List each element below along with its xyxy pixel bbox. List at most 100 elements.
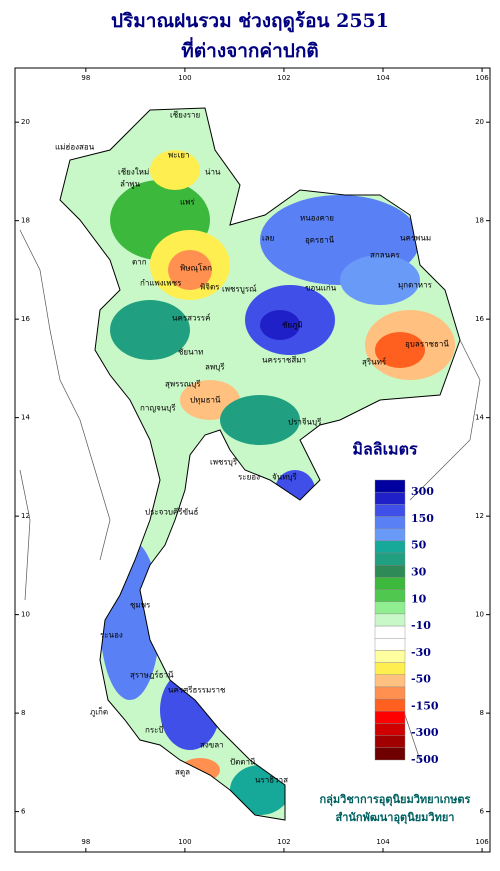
province-label: กระบี่ <box>145 724 164 735</box>
legend-swatch <box>374 589 406 602</box>
neighbour-border <box>19 229 111 601</box>
province-label: ตาก <box>132 258 147 267</box>
legend-swatch <box>374 625 406 639</box>
province-label: เชียงใหม่ <box>118 168 149 177</box>
province-label: มุกดาหาร <box>398 281 433 290</box>
legend-swatch <box>374 686 406 700</box>
province-label: ปราจีนบุรี <box>288 418 322 427</box>
legend-label: -300 <box>411 726 439 739</box>
lon-tick-label: 100 <box>178 838 191 846</box>
lon-tick-label: 102 <box>277 74 290 82</box>
legend: 300 150 50 30 10 -10 -30 -50 -150 -300 -500 <box>374 479 439 766</box>
province-label: ปทุมธานี <box>190 396 221 405</box>
lat-tick-label: 10 <box>475 611 484 619</box>
legend-swatch <box>374 674 406 688</box>
province-label: นครศรีธรรมราช <box>168 686 226 695</box>
province-label: ชัยนาท <box>178 348 203 357</box>
legend-swatch <box>374 479 406 493</box>
legend-swatch <box>374 552 406 566</box>
province-label: แพร่ <box>180 198 195 207</box>
province-label: ลพบุรี <box>205 363 225 372</box>
province-label: สุพรรณบุรี <box>165 380 201 389</box>
title-line: ที่ต่างจากค่าปกติ <box>181 37 318 62</box>
legend-label: 30 <box>411 566 427 579</box>
legend-title: มิลลิเมตร <box>352 440 418 459</box>
lat-tick-label: 14 <box>475 414 484 422</box>
lon-tick-label: 106 <box>475 838 489 846</box>
lon-tick-label: 104 <box>376 838 390 846</box>
province-label: นครราชสีมา <box>262 356 306 365</box>
legend-label: -50 <box>411 673 431 686</box>
lon-tick-label: 98 <box>81 838 90 846</box>
legend-swatch <box>374 491 406 505</box>
province-label: ชุมพร <box>130 601 151 610</box>
legend-swatch <box>374 504 406 517</box>
legend-swatch <box>374 638 406 651</box>
lon-tick-label: 104 <box>376 74 390 82</box>
legend-swatch <box>374 735 406 749</box>
legend-swatch <box>374 601 406 615</box>
province-label: เพชรบุรี <box>210 458 238 467</box>
province-label: สุรินทร์ <box>362 357 387 367</box>
lat-tick-label: 6 <box>480 808 485 816</box>
legend-swatch <box>374 650 406 663</box>
legend-label: -500 <box>411 753 439 766</box>
province-label: พิจิตร <box>200 283 220 292</box>
lat-tick-label: 8 <box>480 709 484 717</box>
legend-label: 50 <box>411 539 427 552</box>
province-label: นครพนม <box>400 234 431 243</box>
lat-tick-label: 18 <box>475 217 484 225</box>
lon-tick-label: 106 <box>475 74 489 82</box>
credit: กลุ่มวิชาการอุตุนิยมวิทยาเกษตร <box>320 793 471 807</box>
lat-tick-label: 18 <box>21 217 30 225</box>
lat-tick-label: 12 <box>21 512 30 520</box>
lat-tick-label: 20 <box>475 118 484 126</box>
legend-swatch <box>374 747 406 761</box>
lat-tick-label: 10 <box>21 611 30 619</box>
province-label: นราธิวาส <box>255 776 288 785</box>
legend-label: 300 <box>411 485 434 498</box>
province-label: สตูล <box>175 768 190 778</box>
province-label: สกลนคร <box>370 251 400 260</box>
province-label: พิษณุโลก <box>180 263 212 273</box>
legend-swatch <box>374 528 406 542</box>
country-border <box>59 107 461 821</box>
lon-tick-label: 98 <box>81 74 90 82</box>
legend-label: 150 <box>411 512 434 525</box>
province-label: สุราษฎร์ธานี <box>130 670 174 680</box>
province-label: ประจวบคีรีขันธ์ <box>145 507 199 517</box>
province-label: ภูเก็ต <box>90 707 108 718</box>
legend-swatch <box>374 698 406 712</box>
legend-label: -30 <box>411 646 431 659</box>
province-label: สงขลา <box>200 741 224 750</box>
legend-swatch <box>374 613 406 627</box>
legend-swatch <box>374 516 406 529</box>
lon-tick-label: 102 <box>277 838 290 846</box>
province-label: ขอนแก่น <box>305 284 337 293</box>
province-label: น่าน <box>205 168 221 177</box>
legend-swatch <box>374 540 406 554</box>
province-label: ชัยภูมิ <box>282 321 303 331</box>
province-label: ปัตตานี <box>230 758 256 767</box>
lon-tick-label: 100 <box>178 74 191 82</box>
lat-tick-label: 12 <box>475 512 484 520</box>
lat-tick-label: 16 <box>475 315 484 323</box>
legend-swatch <box>374 565 406 578</box>
province-label: ระนอง <box>100 631 123 640</box>
province-label: กาญจนบุรี <box>140 404 176 413</box>
province-label: กำแพงเพชร <box>140 279 182 288</box>
province-label: เชียงราย <box>170 111 200 120</box>
legend-label: -150 <box>411 699 439 712</box>
province-label: เลย <box>262 234 274 243</box>
lat-tick-label: 20 <box>21 118 30 126</box>
legend-swatch <box>374 723 406 736</box>
title-line: ปริมาณฝนรวม ช่วงฤดูร้อน 2551 <box>111 10 389 33</box>
province-labels: เชียงราย พะเยา แม่ฮ่องสอน เชียงใหม่ ลำพู… <box>55 111 449 785</box>
province-label: อุบลราชธานี <box>405 340 449 349</box>
province-label: นครสวรรค์ <box>172 313 210 323</box>
lat-tick-label: 6 <box>21 808 26 816</box>
province-label: จันทบุรี <box>272 473 298 482</box>
lat-tick-label: 14 <box>21 414 30 422</box>
